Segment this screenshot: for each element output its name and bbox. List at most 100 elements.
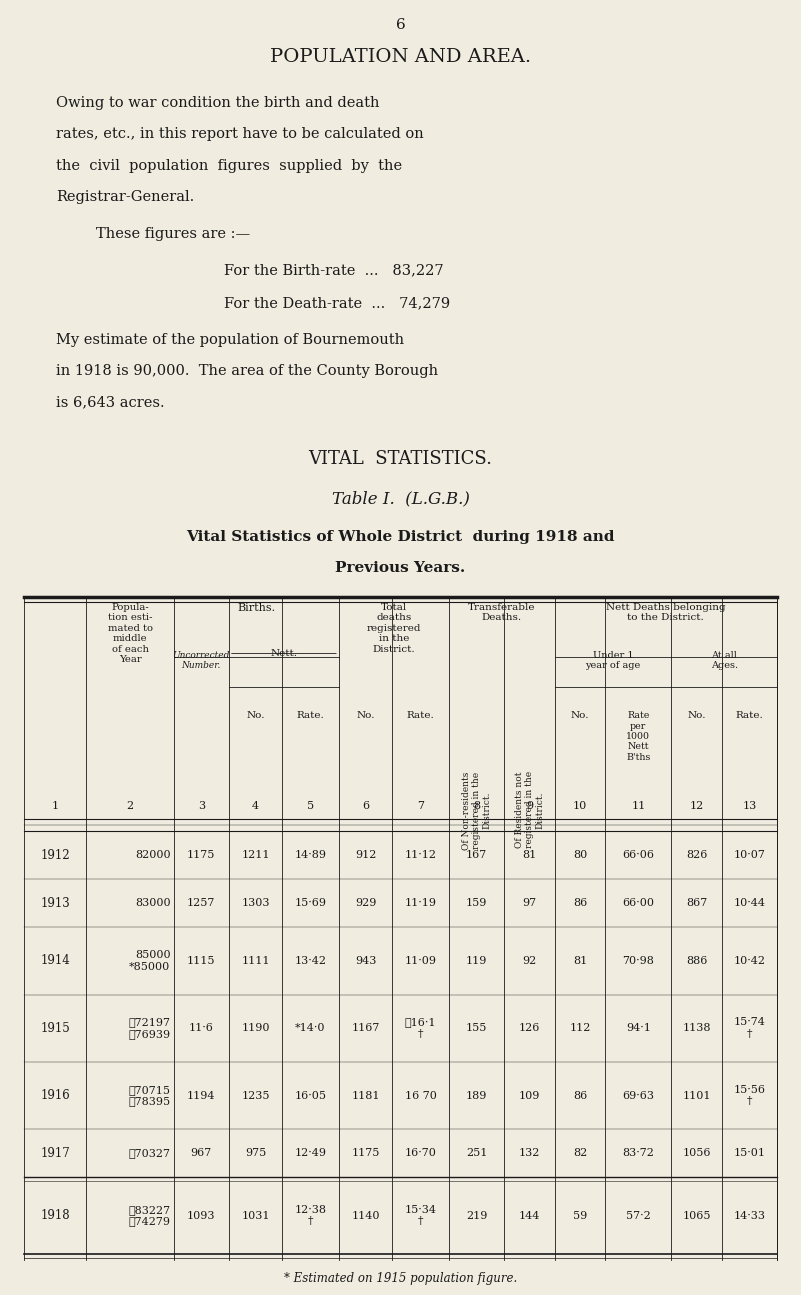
Text: 126: 126 xyxy=(519,1023,540,1033)
Text: 16·05: 16·05 xyxy=(295,1090,327,1101)
Text: 1056: 1056 xyxy=(682,1149,710,1158)
Text: 1303: 1303 xyxy=(241,899,270,908)
Text: 144: 144 xyxy=(519,1211,540,1221)
Text: My estimate of the population of Bournemouth: My estimate of the population of Bournem… xyxy=(56,333,405,347)
Text: 3: 3 xyxy=(198,802,205,811)
Text: 1257: 1257 xyxy=(187,899,215,908)
Text: 80: 80 xyxy=(573,851,587,860)
Text: These figures are :—: These figures are :— xyxy=(96,227,250,241)
Text: Nett Deaths belonging
to the District.: Nett Deaths belonging to the District. xyxy=(606,603,726,623)
Text: No.: No. xyxy=(687,711,706,720)
Text: 4: 4 xyxy=(252,802,259,811)
Text: 70·98: 70·98 xyxy=(622,956,654,966)
Text: 82000: 82000 xyxy=(135,851,171,860)
Text: 10·07: 10·07 xyxy=(734,851,766,860)
Text: 1913: 1913 xyxy=(40,897,70,910)
Text: Owing to war condition the birth and death: Owing to war condition the birth and dea… xyxy=(56,96,380,110)
Text: ✐16·1
†: ✐16·1 † xyxy=(405,1018,437,1039)
Text: the  civil  population  figures  supplied  by  the: the civil population figures supplied by… xyxy=(56,158,402,172)
Text: * Estimated on 1915 population figure.: * Estimated on 1915 population figure. xyxy=(284,1272,517,1285)
Text: 13: 13 xyxy=(743,802,757,811)
Text: 112: 112 xyxy=(570,1023,590,1033)
Text: 7: 7 xyxy=(417,802,425,811)
Text: 86: 86 xyxy=(573,1090,587,1101)
Text: 1190: 1190 xyxy=(241,1023,270,1033)
Text: 155: 155 xyxy=(466,1023,487,1033)
Text: 85000
*85000: 85000 *85000 xyxy=(129,951,171,971)
Text: 11·12: 11·12 xyxy=(405,851,437,860)
Text: ✐70715
✐78395: ✐70715 ✐78395 xyxy=(128,1085,171,1106)
Text: Uncorrected
Number.: Uncorrected Number. xyxy=(172,651,230,671)
Text: 1915: 1915 xyxy=(40,1022,70,1035)
Text: Births.: Births. xyxy=(237,603,276,613)
Text: 1916: 1916 xyxy=(40,1089,70,1102)
Text: 11: 11 xyxy=(631,802,646,811)
Text: 1140: 1140 xyxy=(352,1211,380,1221)
Text: 57·2: 57·2 xyxy=(626,1211,650,1221)
Text: 11·6: 11·6 xyxy=(189,1023,214,1033)
Text: 81: 81 xyxy=(573,956,587,966)
Text: 12·38
†: 12·38 † xyxy=(295,1204,327,1226)
Text: 1181: 1181 xyxy=(352,1090,380,1101)
Text: *14·0: *14·0 xyxy=(296,1023,326,1033)
Text: No.: No. xyxy=(356,711,375,720)
Text: 943: 943 xyxy=(355,956,376,966)
Text: 16 70: 16 70 xyxy=(405,1090,437,1101)
Text: 1914: 1914 xyxy=(40,954,70,967)
Text: 109: 109 xyxy=(519,1090,540,1101)
Text: 15·34
†: 15·34 † xyxy=(405,1204,437,1226)
Text: 69·63: 69·63 xyxy=(622,1090,654,1101)
Text: 132: 132 xyxy=(519,1149,540,1158)
Text: 14·33: 14·33 xyxy=(734,1211,766,1221)
Text: 10·42: 10·42 xyxy=(734,956,766,966)
Text: 1235: 1235 xyxy=(241,1090,270,1101)
Text: 15·74
†: 15·74 † xyxy=(734,1018,766,1039)
Text: Transferable
Deaths.: Transferable Deaths. xyxy=(469,603,536,623)
Text: At all
Ages.: At all Ages. xyxy=(710,651,738,671)
Text: No.: No. xyxy=(246,711,264,720)
Text: 10: 10 xyxy=(573,802,587,811)
Text: 1065: 1065 xyxy=(682,1211,710,1221)
Text: VITAL  STATISTICS.: VITAL STATISTICS. xyxy=(308,451,493,469)
Text: 826: 826 xyxy=(686,851,707,860)
Text: Table I.  (L.G.B.): Table I. (L.G.B.) xyxy=(332,490,469,508)
Text: For the Birth-rate  ...   83,227: For the Birth-rate ... 83,227 xyxy=(224,263,444,277)
Text: 189: 189 xyxy=(466,1090,487,1101)
Text: 66·00: 66·00 xyxy=(622,899,654,908)
Text: 10·44: 10·44 xyxy=(734,899,766,908)
Text: 11·09: 11·09 xyxy=(405,956,437,966)
Text: 14·89: 14·89 xyxy=(295,851,327,860)
Text: 66·06: 66·06 xyxy=(622,851,654,860)
Text: 5: 5 xyxy=(307,802,314,811)
Text: Of Residents not
registered in the
District.: Of Residents not registered in the Distr… xyxy=(514,772,545,848)
Text: Of Non-residents
registered in the
District.: Of Non-residents registered in the Distr… xyxy=(462,772,492,850)
Text: 119: 119 xyxy=(466,956,487,966)
Text: 2: 2 xyxy=(127,802,134,811)
Text: 13·42: 13·42 xyxy=(295,956,327,966)
Text: 1918: 1918 xyxy=(40,1210,70,1222)
Text: Vital Statistics of Whole District  during 1918 and: Vital Statistics of Whole District durin… xyxy=(187,530,614,544)
Text: Rate.: Rate. xyxy=(407,711,435,720)
Text: Total
deaths
registered
in the
District.: Total deaths registered in the District. xyxy=(367,603,421,654)
Text: 8: 8 xyxy=(473,802,481,811)
Text: Rate
per
1000
Nett
B'ths: Rate per 1000 Nett B'ths xyxy=(626,711,650,761)
Text: 86: 86 xyxy=(573,899,587,908)
Text: 219: 219 xyxy=(466,1211,487,1221)
Text: 867: 867 xyxy=(686,899,707,908)
Text: No.: No. xyxy=(571,711,590,720)
Text: 9: 9 xyxy=(526,802,533,811)
Text: 16·70: 16·70 xyxy=(405,1149,437,1158)
Text: 59: 59 xyxy=(573,1211,587,1221)
Text: 97: 97 xyxy=(522,899,537,908)
Text: 1917: 1917 xyxy=(40,1146,70,1160)
Text: ✐70327: ✐70327 xyxy=(128,1149,171,1158)
Text: POPULATION AND AREA.: POPULATION AND AREA. xyxy=(270,48,531,66)
Text: is 6,643 acres.: is 6,643 acres. xyxy=(56,395,165,409)
Text: 929: 929 xyxy=(355,899,376,908)
Text: 15·56
†: 15·56 † xyxy=(734,1085,766,1106)
Text: 251: 251 xyxy=(466,1149,487,1158)
Text: 82: 82 xyxy=(573,1149,587,1158)
Text: Rate.: Rate. xyxy=(735,711,763,720)
Text: 6: 6 xyxy=(362,802,369,811)
Text: ✐83227
✐74279: ✐83227 ✐74279 xyxy=(128,1204,171,1226)
